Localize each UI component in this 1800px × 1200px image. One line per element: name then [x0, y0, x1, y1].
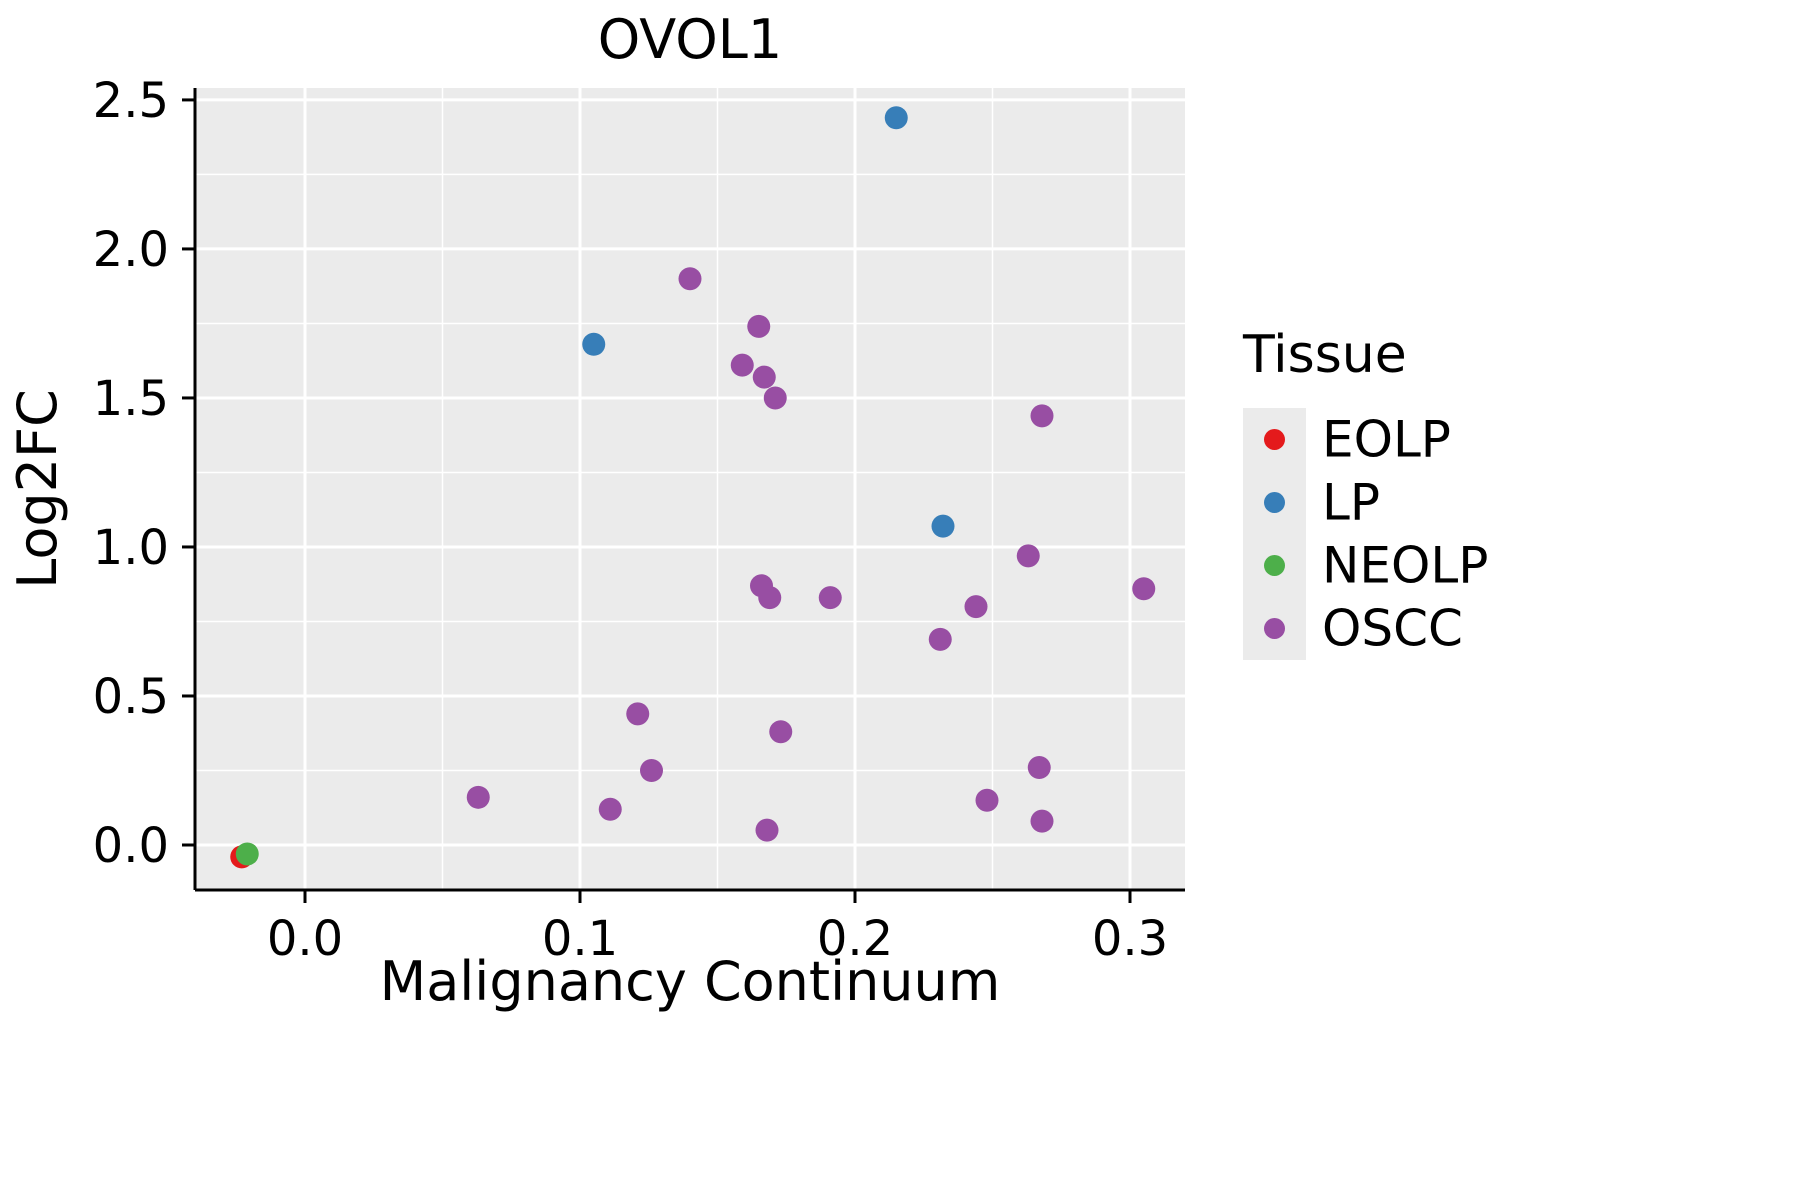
x-axis-label: Malignancy Continuum: [380, 950, 1001, 1013]
data-point-oscc: [755, 818, 779, 842]
x-tick-label: 0.0: [267, 911, 343, 967]
x-tick-label: 0.1: [542, 911, 618, 967]
legend-label: NEOLP: [1322, 537, 1488, 595]
data-point-oscc: [975, 788, 999, 812]
data-point-oscc: [626, 702, 650, 726]
x-tick-label: 0.3: [1092, 911, 1168, 967]
data-point-oscc: [763, 386, 787, 410]
legend-swatch: [1264, 492, 1285, 513]
grid-lines: [195, 88, 1185, 890]
data-point-oscc: [678, 267, 702, 291]
y-tick-label: 1.0: [93, 520, 169, 576]
legend-item-oscc: OSCC: [1243, 597, 1463, 660]
y-tick-label: 0.5: [93, 669, 169, 725]
legend-item-eolp: EOLP: [1243, 408, 1451, 471]
legend-item-neolp: NEOLP: [1243, 534, 1488, 597]
y-tick-label: 2.5: [93, 73, 169, 129]
legend-item-lp: LP: [1243, 471, 1380, 534]
data-points: [230, 106, 1156, 869]
data-point-oscc: [598, 797, 622, 821]
y-tick-label: 2.0: [93, 222, 169, 278]
data-point-oscc: [928, 627, 952, 651]
data-point-neolp: [235, 842, 259, 866]
data-point-oscc: [758, 586, 782, 610]
data-point-oscc: [466, 785, 490, 809]
legend-title: Tissue: [1242, 325, 1407, 385]
legend-swatch: [1264, 429, 1285, 450]
legend-swatch: [1264, 555, 1285, 576]
x-tick-label: 0.2: [817, 911, 893, 967]
data-point-oscc: [640, 758, 663, 782]
chart-title: OVOL1: [598, 8, 783, 71]
legend-swatch: [1264, 618, 1285, 639]
data-point-oscc: [964, 595, 988, 619]
data-point-oscc: [730, 353, 754, 377]
data-point-oscc: [1132, 577, 1156, 601]
data-point-oscc: [1030, 404, 1054, 428]
data-point-oscc: [1027, 756, 1051, 780]
data-point-oscc: [818, 586, 842, 610]
y-tick-label: 1.5: [93, 371, 169, 427]
data-point-oscc: [1016, 544, 1040, 568]
axis-ticks: 0.0 0.1 0.2 0.3 0.0 0.5 1.0 1.5 2.0 2.5: [93, 73, 1169, 967]
data-point-oscc: [1030, 809, 1054, 833]
data-point-lp: [884, 106, 908, 130]
data-point-oscc: [752, 365, 776, 389]
legend-label: OSCC: [1322, 600, 1463, 658]
y-axis-label: Log2FC: [6, 389, 69, 589]
data-point-oscc: [769, 720, 793, 744]
legend-label: LP: [1322, 474, 1380, 532]
legend-label: EOLP: [1322, 411, 1451, 469]
data-point-lp: [931, 514, 955, 538]
data-point-oscc: [747, 314, 771, 338]
y-tick-label: 0.0: [93, 818, 169, 874]
data-point-lp: [582, 332, 606, 356]
plot-panel: [195, 88, 1185, 890]
